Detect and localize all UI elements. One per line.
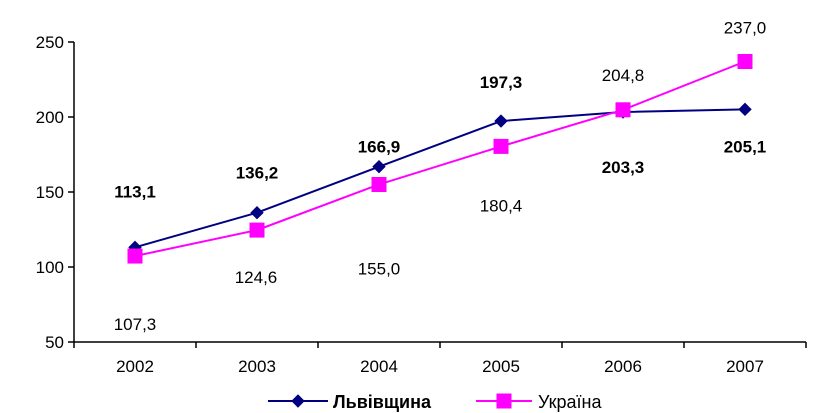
series-line: [134, 108, 746, 249]
y-tick-label: 200: [36, 108, 64, 127]
data-label: 237,0: [724, 19, 767, 38]
legend-label: Львівщина: [333, 392, 432, 412]
data-point: [615, 102, 631, 118]
data-point: [250, 205, 264, 220]
data-labels: 113,1 136,2 166,9 197,3 203,3 205,1 107,3 124,6…: [114, 19, 767, 335]
legend-marker: [291, 394, 305, 408]
series-lvivshchyna: [134, 108, 746, 249]
legend-marker: [496, 393, 512, 409]
y-tick-label: 150: [36, 183, 64, 202]
series-line: [134, 60, 746, 258]
data-point: [371, 177, 387, 192]
data-point: [494, 114, 508, 128]
data-point: [372, 159, 386, 174]
data-point: [737, 54, 753, 69]
axes: 50 100 150 200 250 2002 2003 2004 2005 2006 2007: [36, 33, 807, 376]
data-point: [738, 102, 752, 117]
data-label: 124,6: [235, 268, 278, 287]
series-layer: [127, 54, 753, 264]
data-label: 166,9: [358, 138, 401, 157]
series-ukraine: [134, 60, 746, 258]
series-markers-ukraine: [127, 54, 753, 264]
data-label: 113,1: [114, 182, 156, 201]
legend: Львівщина Україна: [268, 392, 602, 412]
data-label: 180,4: [480, 196, 523, 215]
x-tick-label: 2003: [238, 357, 276, 376]
data-label: 203,3: [602, 158, 645, 177]
y-tick-label: 100: [36, 258, 64, 277]
legend-item-ukraine: Україна: [476, 392, 602, 412]
x-tick-label: 2007: [726, 357, 764, 376]
data-label: 136,2: [236, 164, 279, 183]
series-markers-lvivshchyna: [128, 102, 752, 255]
y-tick-label: 50: [45, 333, 64, 352]
legend-label: Україна: [538, 392, 602, 412]
data-point: [493, 138, 509, 154]
data-label: 107,3: [114, 315, 157, 334]
x-tick-label: 2002: [116, 357, 154, 376]
data-label: 197,3: [480, 73, 523, 92]
data-label: 204,8: [602, 66, 645, 85]
x-tick-label: 2006: [604, 357, 642, 376]
data-point: [127, 248, 143, 264]
data-label: 205,1: [724, 137, 767, 156]
x-tick-label: 2005: [482, 357, 520, 376]
legend-item-lvivshchyna: Львівщина: [268, 392, 432, 412]
y-tick-label: 250: [36, 33, 64, 52]
x-tick-label: 2004: [360, 357, 398, 376]
data-label: 155,0: [358, 260, 401, 279]
data-point: [249, 222, 265, 238]
